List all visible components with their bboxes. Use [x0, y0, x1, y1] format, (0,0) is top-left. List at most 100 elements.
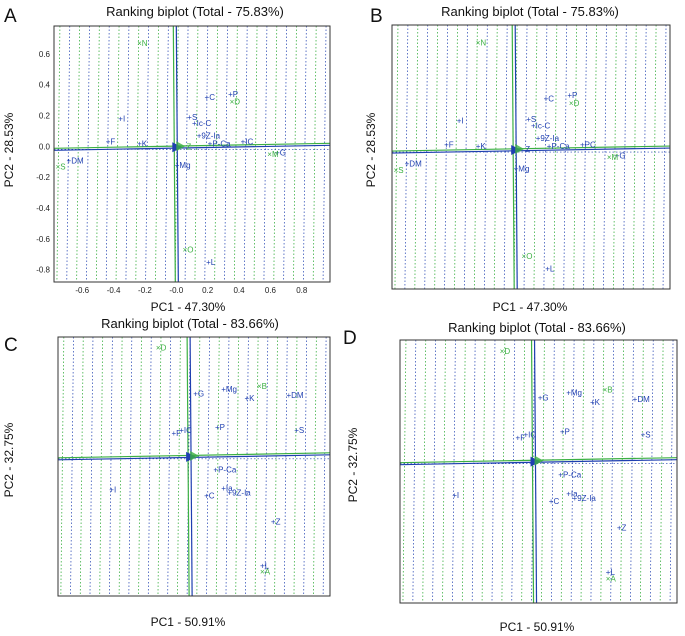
plot-frame [53, 25, 331, 283]
ranking-line-green [402, 340, 407, 603]
ranking-line-green [99, 337, 104, 596]
blue-point: +G [193, 389, 204, 398]
ranking-line-green [138, 337, 142, 596]
blue-point: +P [215, 423, 225, 432]
y-axis-label: PC2 - 28.53% [364, 112, 378, 187]
ranking-line-green [673, 25, 676, 289]
y-tick-label: 0.6 [39, 50, 51, 59]
blue-point: +PC [580, 140, 596, 149]
ranking-line-blue [264, 337, 269, 596]
green-point: ×B [257, 382, 267, 391]
ranking-line-blue [424, 25, 429, 289]
chart-title: Ranking biplot (Total - 83.66%) [448, 320, 626, 335]
pc1-zero-line [175, 26, 179, 282]
ranking-line-blue [404, 25, 409, 289]
ranking-line-green [214, 26, 219, 282]
panel-letter: C [4, 335, 18, 356]
y-tick-label: -0.6 [36, 235, 50, 244]
ranking-line-blue [128, 337, 133, 596]
ranking-line-green [118, 337, 123, 596]
arrow-head-green [190, 450, 200, 461]
plot-frame [399, 339, 678, 604]
pc1-zero-line [533, 340, 538, 603]
ranking-line-blue [550, 340, 555, 603]
green-point: ×A [606, 574, 617, 583]
plot-frame [57, 336, 331, 597]
pc1-zero-line [189, 337, 193, 596]
blue-point: +P [567, 91, 577, 100]
ranking-line-green [174, 26, 179, 282]
blue-point: +9Z-Ia [197, 132, 221, 141]
ranking-line-blue [583, 25, 587, 289]
y-tick-label: -0.4 [36, 204, 50, 213]
ranking-line-green [215, 337, 220, 596]
ranking-line-blue [412, 340, 417, 603]
green-point: ×A [260, 568, 271, 577]
y-tick-label: 0.0 [39, 142, 51, 151]
ranking-line-green [481, 340, 486, 603]
y-axis-label: PC2 - 28.53% [2, 112, 16, 187]
ranking-line-green [580, 340, 585, 603]
blue-point: +G [538, 393, 549, 402]
ranking-line-green [115, 26, 120, 282]
plot-area: Z +I +F +K +DM +S +C +P +Ic-C +9Z-Ia+P-Ca +PC +G +Mg… [392, 25, 676, 289]
plot-area: +Mg +G +K +DM +P +S +F+IC +I +P-Ca +Ia +C +9Z-Ia +Z +… [58, 337, 330, 596]
ranking-line-green [313, 337, 317, 596]
blue-point: +DM [67, 156, 84, 165]
x-tick-label: -0.4 [107, 286, 121, 295]
ranking-line-green [235, 337, 240, 596]
y-axis-label: PC2 - 32.75% [346, 427, 360, 502]
green-point: ×O [522, 252, 533, 261]
blue-point: +P-Ca [547, 142, 570, 151]
axis-label-green: Z [186, 142, 191, 151]
ranking-line-green [422, 340, 427, 603]
ranking-line-green [442, 340, 446, 603]
ranking-line-green [60, 337, 65, 596]
x-axis-label: PC1 - 47.30% [151, 300, 226, 314]
ranking-line-green [521, 340, 526, 603]
blue-point: +Ic-C [531, 121, 551, 130]
blue-point: +P-Ca [558, 471, 581, 480]
blue-point: +Ia [566, 489, 578, 498]
ranking-line-blue [432, 340, 436, 603]
ranking-line-blue [245, 337, 249, 596]
ranking-line-green [76, 26, 81, 282]
ranking-line-green [573, 25, 578, 289]
blue-point: +S [641, 430, 651, 439]
ranking-line-green [333, 26, 336, 282]
ranking-line-green [254, 337, 259, 596]
plot-frame [391, 24, 671, 290]
ranking-line-green [414, 25, 419, 289]
blue-point: +IC [241, 138, 254, 147]
ranking-line-blue [86, 26, 90, 282]
ranking-line-green [541, 340, 545, 603]
ranking-line-blue [167, 337, 172, 596]
ranking-line-green [533, 25, 538, 289]
ranking-line-green [177, 337, 181, 596]
x-tick-label: 0.8 [296, 286, 308, 295]
ranking-line-green [639, 340, 644, 603]
blue-point: +F [516, 434, 526, 443]
ranking-line-green [620, 340, 624, 603]
ranking-line-blue [70, 337, 74, 596]
blue-point: +DM [405, 160, 422, 169]
ranking-line-green [273, 26, 278, 282]
ranking-line-blue [283, 26, 287, 282]
blue-point: +F [171, 429, 181, 438]
blue-point: +K [245, 394, 256, 403]
blue-point: +9Z-Ia [573, 494, 597, 503]
ranking-line-blue [89, 337, 94, 596]
blue-point: +G [275, 149, 286, 158]
ranking-line-green [461, 340, 466, 603]
ranking-line-green [293, 337, 298, 596]
blue-point: +K [137, 139, 148, 148]
x-axis-label: PC1 - 50.91% [151, 615, 226, 629]
blue-point: +L [606, 568, 616, 577]
ranking-line-blue [483, 25, 488, 289]
ranking-line-blue [590, 340, 595, 603]
ranking-line-green [79, 337, 84, 596]
blue-point: +S [526, 115, 536, 124]
y-tick-label: -0.2 [36, 173, 50, 182]
ranking-line-green [593, 25, 597, 289]
